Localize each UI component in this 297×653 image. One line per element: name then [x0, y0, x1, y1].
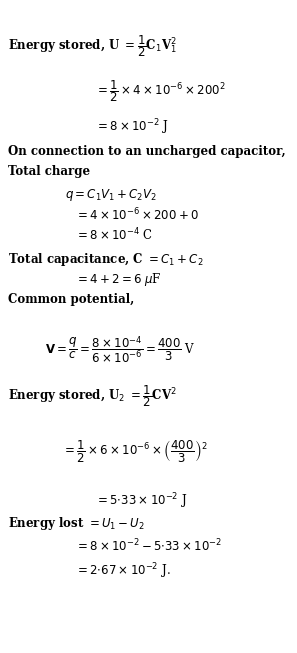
Text: Energy lost $= U_1 - U_2$: Energy lost $= U_1 - U_2$: [8, 515, 145, 532]
Text: $= 8 \times 10^{-2}$ J: $= 8 \times 10^{-2}$ J: [95, 117, 169, 136]
Text: $= 8 \times 10^{-2} - 5{\cdot}33 \times 10^{-2}$: $= 8 \times 10^{-2} - 5{\cdot}33 \times …: [75, 538, 222, 554]
Text: $= \dfrac{1}{2} \times 6 \times 10^{-6} \times \left(\dfrac{400}{3}\right)^{2}$: $= \dfrac{1}{2} \times 6 \times 10^{-6} …: [62, 438, 207, 464]
Text: Energy stored, U$_2$ $= \dfrac{1}{2}$CV$^2$: Energy stored, U$_2$ $= \dfrac{1}{2}$CV$…: [8, 383, 177, 409]
Text: On connection to an uncharged capacitor,: On connection to an uncharged capacitor,: [8, 145, 286, 158]
Text: $= 8 \times 10^{-4}$ C: $= 8 \times 10^{-4}$ C: [75, 227, 153, 244]
Text: $= \dfrac{1}{2} \times 4 \times 10^{-6} \times 200^{2}$: $= \dfrac{1}{2} \times 4 \times 10^{-6} …: [95, 78, 226, 104]
Text: Total charge: Total charge: [8, 165, 90, 178]
Text: $= 2{\cdot}67 \times 10^{-2}$ J.: $= 2{\cdot}67 \times 10^{-2}$ J.: [75, 561, 171, 581]
Text: Energy stored, U $= \dfrac{1}{2}$C$_1$V$_1^2$: Energy stored, U $= \dfrac{1}{2}$C$_1$V$…: [8, 33, 177, 59]
Text: $= 4 \times 10^{-6} \times 200 + 0$: $= 4 \times 10^{-6} \times 200 + 0$: [75, 207, 199, 223]
Text: $= 4 + 2 = 6\ \mu$F: $= 4 + 2 = 6\ \mu$F: [75, 271, 162, 288]
Text: $= 5{\cdot}33 \times 10^{-2}$ J: $= 5{\cdot}33 \times 10^{-2}$ J: [95, 491, 187, 511]
Text: $q = C_1V_1 + C_2V_2$: $q = C_1V_1 + C_2V_2$: [65, 187, 157, 203]
Text: $\mathbf{V} = \dfrac{q}{c} = \dfrac{8\times10^{-4}}{6\times10^{-6}} = \dfrac{400: $\mathbf{V} = \dfrac{q}{c} = \dfrac{8\ti…: [45, 335, 195, 366]
Text: Common potential,: Common potential,: [8, 293, 134, 306]
Text: Total capacitance, C $= C_1 + C_2$: Total capacitance, C $= C_1 + C_2$: [8, 251, 203, 268]
